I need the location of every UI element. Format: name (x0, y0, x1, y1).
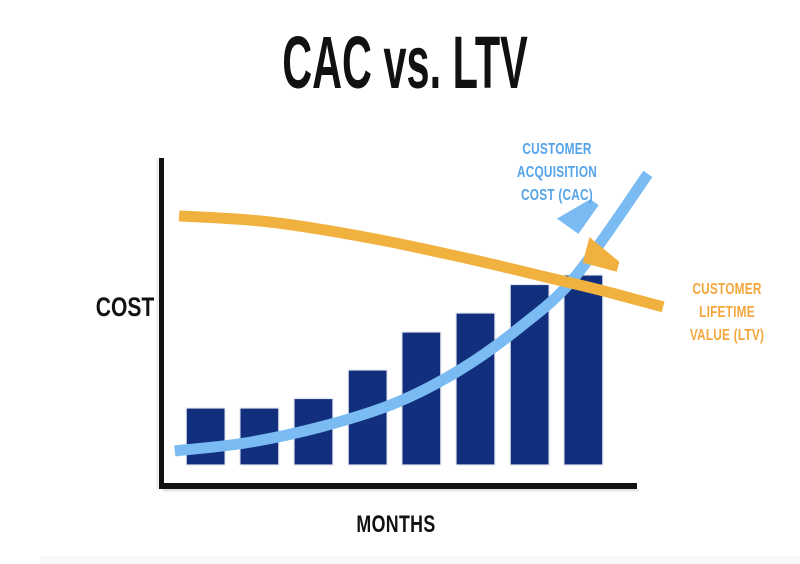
y-axis-label: COST (95, 292, 155, 322)
chart-title: CAC vs. LTV (282, 21, 528, 104)
y-axis-line (159, 158, 164, 489)
bar (455, 312, 496, 466)
cac-label-line-3: COST (CAC) (521, 187, 593, 204)
ltv-label-line-1: CUSTOMER (692, 281, 762, 298)
cac-label-line-2: ACQUISITION (516, 164, 598, 181)
axes (156, 158, 639, 492)
x-axis-line (159, 483, 637, 489)
bar (293, 397, 334, 466)
bar-series (185, 274, 604, 466)
y-axis-shadow (156, 159, 159, 489)
x-axis-shadow (163, 489, 639, 492)
ltv-curve (178, 210, 665, 313)
cac-curve (174, 170, 653, 457)
page-edge-shadow (40, 556, 800, 564)
x-axis-label: MONTHS (356, 511, 436, 538)
bar (185, 407, 226, 466)
cac-series-label: CUSTOMER ACQUISITION COST (CAC) (483, 138, 631, 207)
ltv-label-line-2: LIFETIME (699, 304, 755, 321)
bar (563, 274, 604, 466)
ltv-label-line-3: VALUE (LTV) (689, 327, 765, 344)
cac-label-line-1: CUSTOMER (522, 141, 592, 158)
ltv-series-label: CUSTOMER LIFETIME VALUE (LTV) (653, 278, 800, 347)
